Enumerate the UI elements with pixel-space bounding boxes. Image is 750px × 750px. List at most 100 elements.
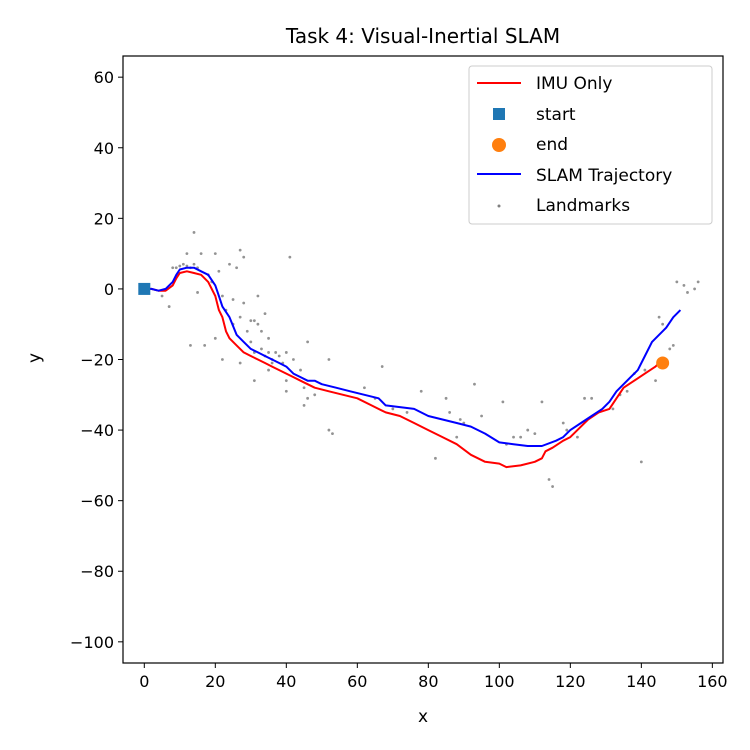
- landmark-point: [196, 291, 199, 294]
- landmark-point: [583, 396, 586, 400]
- landmark-point: [565, 428, 569, 432]
- landmark-point: [181, 262, 185, 266]
- landmark-point: [540, 400, 544, 404]
- landmark-point: [292, 358, 295, 361]
- landmark-point: [171, 266, 175, 270]
- y-tick-label: 40: [94, 139, 114, 158]
- landmark-point: [675, 280, 679, 284]
- landmark-point: [643, 368, 647, 372]
- landmark-point: [693, 287, 696, 291]
- landmark-point: [611, 407, 615, 411]
- y-tick-label: −80: [80, 562, 114, 581]
- y-tick-label: −40: [80, 421, 114, 440]
- landmark-point: [167, 305, 171, 308]
- landmark-point: [284, 389, 288, 393]
- chart-title: Task 4: Visual-Inertial SLAM: [285, 24, 560, 48]
- landmark-point: [671, 343, 675, 347]
- landmark-point: [327, 428, 331, 432]
- slam-trajectory-line: [144, 266, 682, 447]
- x-axis: 0 20 40 60 80 100 120 140 160: [139, 663, 728, 691]
- landmark-point: [639, 460, 643, 464]
- legend-box: [468, 65, 713, 225]
- landmark-point: [178, 264, 182, 268]
- y-tick-label: 60: [94, 68, 114, 87]
- landmark-point: [299, 368, 302, 372]
- landmark-point: [519, 435, 523, 439]
- x-tick-label: 100: [484, 672, 515, 691]
- landmark-point: [458, 418, 462, 421]
- landmark-point: [682, 283, 686, 287]
- landmark-point: [696, 280, 700, 284]
- landmark-point: [267, 351, 270, 354]
- landmark-point: [185, 264, 189, 268]
- landmark-point: [231, 298, 235, 301]
- landmark-point: [238, 361, 242, 365]
- landmark-point: [419, 389, 423, 393]
- landmark-point: [284, 379, 288, 383]
- landmark-point: [686, 291, 689, 294]
- landmark-point: [189, 343, 192, 347]
- y-axis-label: y: [25, 353, 45, 363]
- landmark-point: [238, 315, 242, 319]
- landmark-point: [174, 266, 178, 270]
- x-tick-label: 60: [347, 672, 367, 691]
- landmark-point: [249, 340, 253, 344]
- x-tick-label: 120: [555, 672, 586, 691]
- landmark-point: [192, 262, 196, 266]
- landmark-point: [526, 428, 530, 432]
- landmark-point: [625, 389, 629, 393]
- landmark-point: [576, 435, 579, 439]
- landmark-point: [547, 478, 551, 481]
- x-tick-label: 40: [276, 672, 296, 691]
- legend-swatch-landmarks: [497, 204, 501, 208]
- landmark-point: [661, 322, 665, 326]
- landmark-point: [501, 400, 505, 404]
- landmark-point: [657, 315, 661, 319]
- landmark-point: [185, 252, 189, 256]
- y-tick-label: 0: [104, 280, 114, 299]
- legend-swatch-end: [492, 138, 506, 152]
- y-tick-label: −60: [80, 492, 114, 511]
- end-marker: [656, 356, 670, 370]
- landmark-point: [270, 361, 274, 365]
- y-tick-label: −100: [70, 633, 114, 652]
- landmark-point: [380, 365, 384, 368]
- landmark-point: [331, 432, 334, 436]
- landmark-point: [480, 414, 483, 418]
- landmark-point: [238, 248, 242, 252]
- landmark-point: [213, 336, 217, 340]
- x-tick-label: 0: [139, 672, 149, 691]
- landmark-point: [260, 329, 263, 333]
- landmark-point: [242, 255, 246, 259]
- landmark-point: [199, 252, 203, 256]
- x-axis-label: x: [418, 707, 428, 727]
- landmark-point: [590, 396, 594, 400]
- legend-label-imu-only: IMU Only: [536, 74, 612, 94]
- landmark-point: [160, 294, 164, 298]
- y-tick-label: 20: [94, 209, 114, 228]
- landmark-point: [213, 252, 217, 256]
- landmark-point: [228, 262, 231, 266]
- legend: IMU Only start end SLAM Trajectory Landm…: [468, 65, 713, 225]
- landmark-point: [444, 396, 448, 400]
- y-axis: 60 40 20 0 −20 −40 −60 −80 −100: [70, 68, 123, 652]
- start-marker: [138, 282, 151, 295]
- landmark-point: [561, 421, 565, 425]
- landmark-point: [434, 456, 437, 460]
- landmark-point: [668, 347, 672, 351]
- landmark-point: [192, 231, 196, 234]
- legend-label-slam-trajectory: SLAM Trajectory: [536, 166, 672, 186]
- landmark-point: [260, 347, 263, 351]
- landmark-point: [391, 407, 395, 411]
- landmark-point: [448, 411, 452, 414]
- landmark-point: [242, 301, 246, 305]
- landmark-point: [302, 386, 306, 390]
- landmark-point: [263, 312, 267, 316]
- imu-only-line: [144, 270, 664, 469]
- landmark-point: [654, 379, 657, 383]
- landmark-point: [533, 432, 537, 436]
- landmark-point: [306, 396, 310, 400]
- landmark-point: [512, 435, 515, 439]
- landmark-point: [235, 266, 239, 270]
